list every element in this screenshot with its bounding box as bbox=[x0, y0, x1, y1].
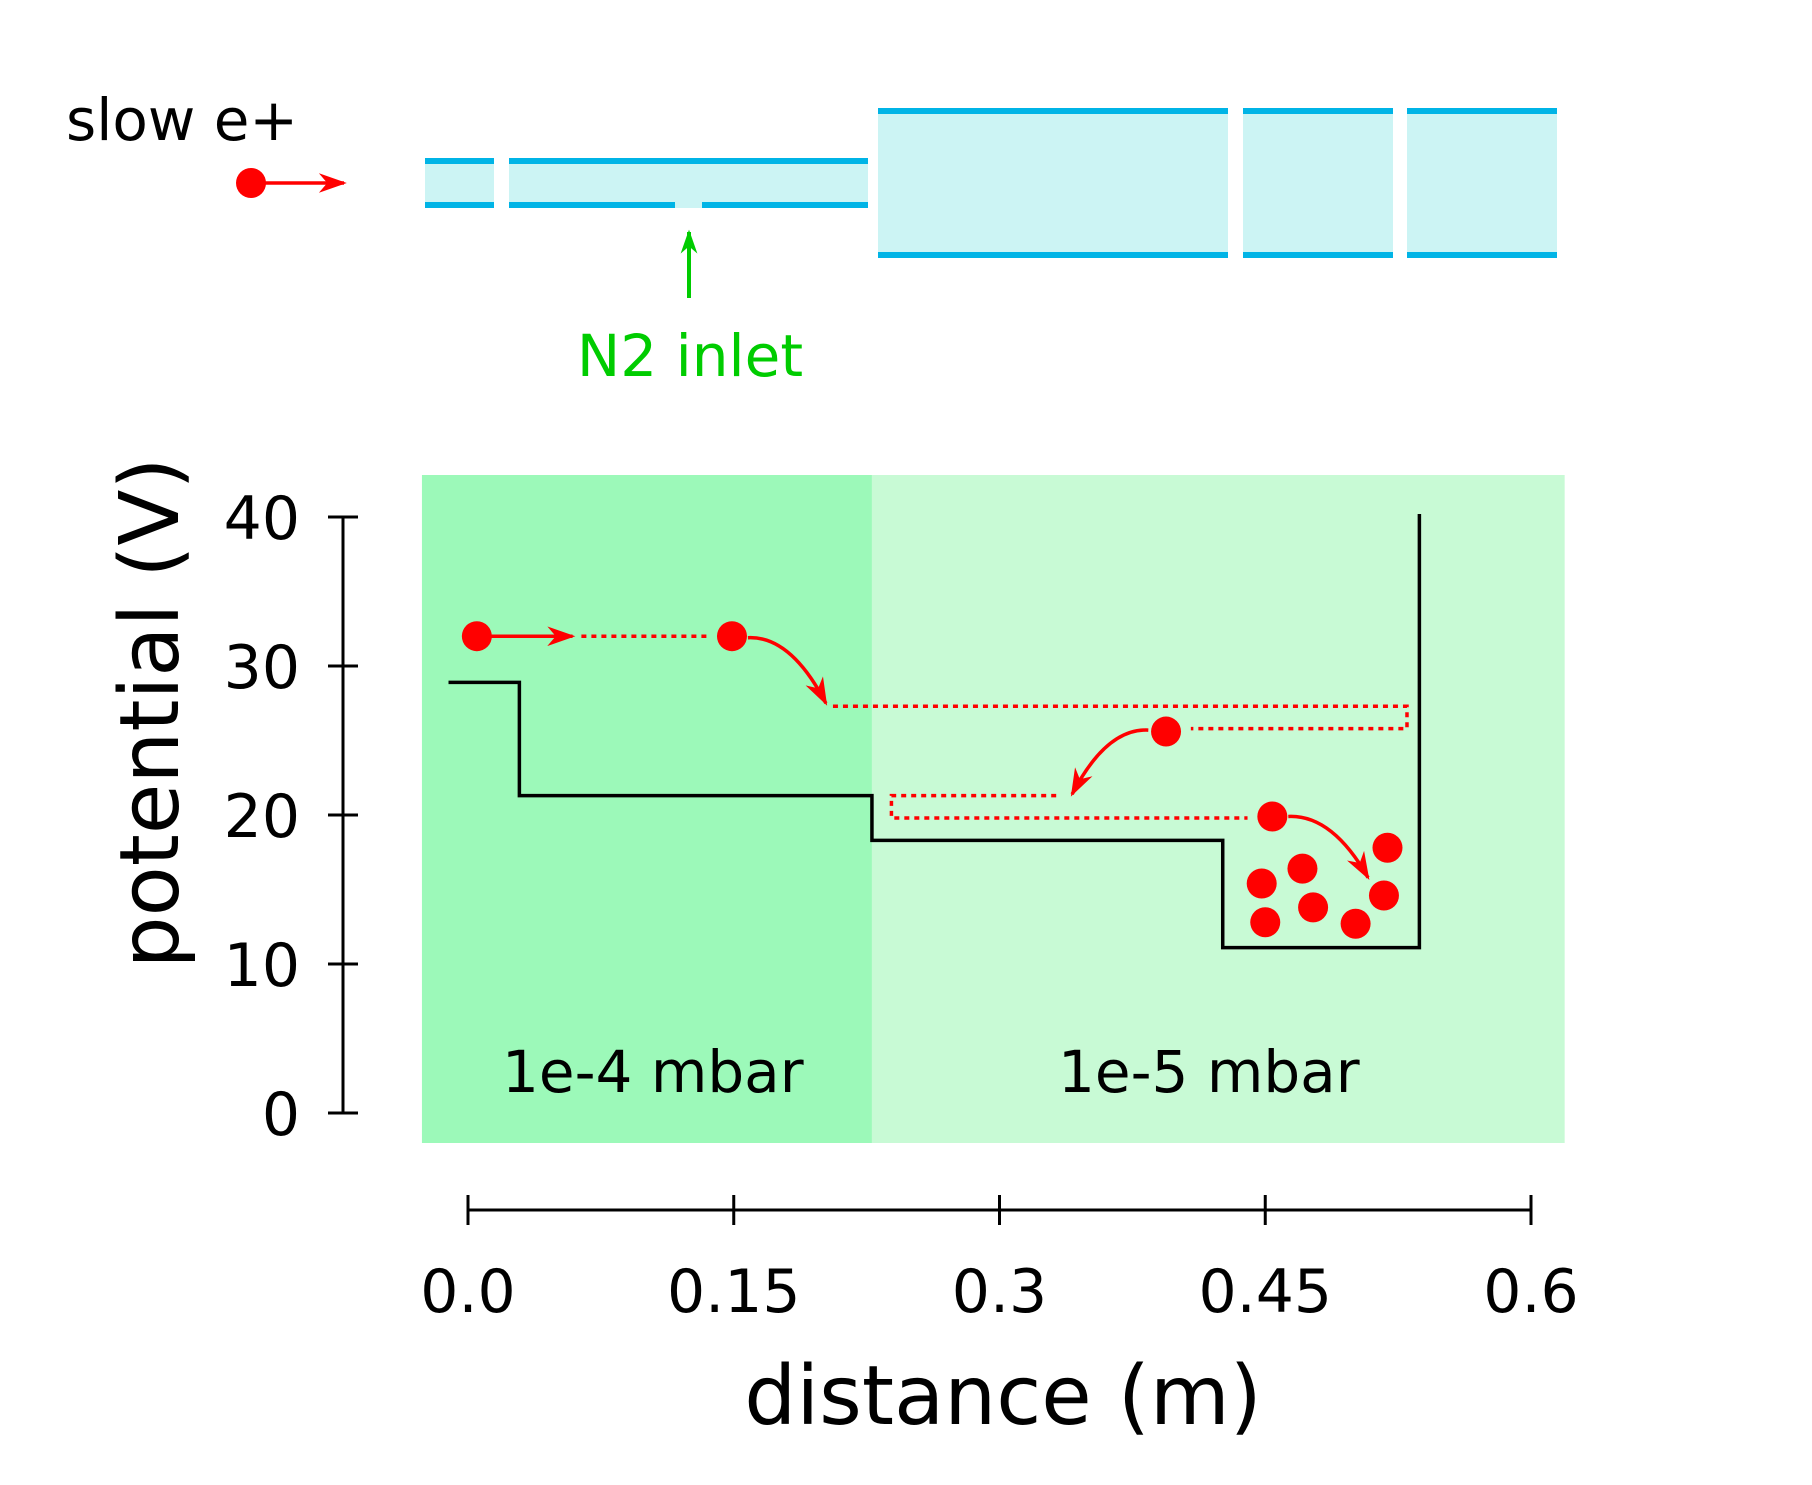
pressure-regions: 1e-4 mbar 1e-5 mbar bbox=[421, 475, 1565, 1143]
x-tick-label: 0.15 bbox=[667, 1257, 801, 1327]
y-tick-label: 0 bbox=[262, 1080, 300, 1150]
positron-icon bbox=[461, 621, 492, 652]
region-label: 1e-5 mbar bbox=[1058, 1038, 1360, 1106]
positron-icon bbox=[1151, 716, 1182, 747]
region-2 bbox=[871, 475, 1565, 1143]
electrode-1 bbox=[425, 158, 494, 208]
deceleration-arrow-icon bbox=[1288, 814, 1370, 881]
trajectory-annotations bbox=[461, 621, 1409, 939]
electrode-2 bbox=[509, 158, 868, 208]
y-tick-label: 10 bbox=[224, 931, 300, 1001]
trapped-positron-icon bbox=[1246, 868, 1277, 899]
y-tick-label: 30 bbox=[224, 633, 300, 703]
y-axis-title: potential (V) bbox=[103, 458, 198, 969]
electrode-schematic: slow e+ bbox=[66, 86, 1557, 390]
region-label: 1e-4 mbar bbox=[502, 1038, 804, 1106]
x-axis: 0.0 0.15 0.3 0.45 0.6 bbox=[420, 1195, 1579, 1327]
positron-icon bbox=[716, 621, 747, 652]
trapped-positron-icon bbox=[1368, 880, 1399, 911]
region-1 bbox=[421, 475, 872, 1143]
positron-icon bbox=[1257, 801, 1288, 832]
y-axis: 0 10 20 30 40 bbox=[224, 484, 358, 1150]
deceleration-arrow-icon bbox=[747, 635, 828, 706]
trajectory-path bbox=[832, 704, 1409, 731]
slow-positron-label: slow e+ bbox=[66, 86, 298, 154]
electrode-4 bbox=[1243, 108, 1393, 258]
potential-line bbox=[448, 514, 1422, 950]
y-tick-label: 40 bbox=[224, 484, 300, 554]
incoming-positron-icon bbox=[236, 168, 266, 198]
potential-series bbox=[448, 514, 1422, 950]
n2-inlet-label: N2 inlet bbox=[577, 322, 803, 390]
x-tick-label: 0.45 bbox=[1198, 1257, 1332, 1327]
trapped-positron-icon bbox=[1340, 908, 1371, 939]
trapped-positron-icon bbox=[1372, 832, 1403, 863]
trapped-positron-icon bbox=[1287, 853, 1318, 884]
electrode-5 bbox=[1407, 108, 1557, 258]
trapped-positron-icon bbox=[1298, 892, 1329, 923]
x-axis-title: distance (m) bbox=[744, 1349, 1261, 1444]
electrode-3 bbox=[878, 108, 1228, 258]
x-tick-label: 0.6 bbox=[1483, 1257, 1578, 1327]
x-tick-label: 0.3 bbox=[952, 1257, 1047, 1327]
trajectory-path bbox=[889, 793, 1248, 820]
y-tick-label: 20 bbox=[224, 782, 300, 852]
x-tick-label: 0.0 bbox=[420, 1257, 515, 1327]
trapped-positron-icon bbox=[1250, 907, 1281, 938]
deceleration-arrow-icon bbox=[1070, 728, 1149, 797]
